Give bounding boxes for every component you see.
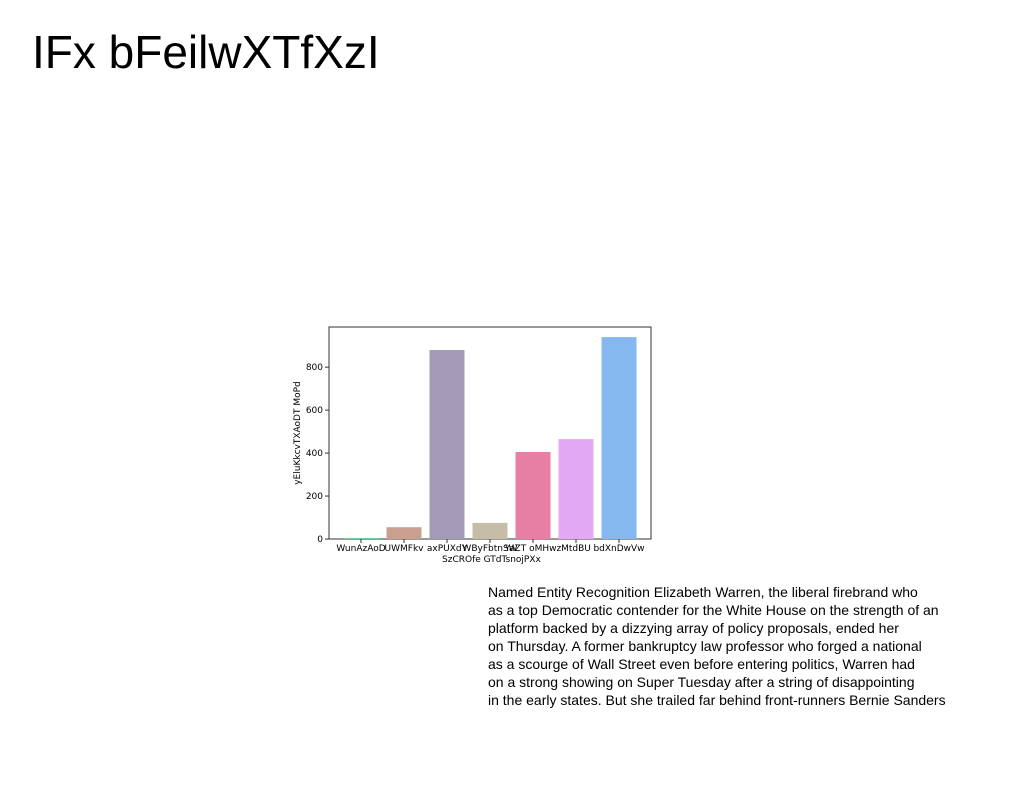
bar [558, 439, 594, 539]
y-tick-label: 0 [317, 535, 323, 545]
x-tick-label: axPUXdY [427, 544, 468, 554]
paragraph-line: as a scourge of Wall Street even before … [488, 656, 915, 672]
y-axis-label: yEluKkcvTXAoDT MoPd [293, 381, 303, 484]
bar [343, 537, 379, 539]
x-tick-label: bdXnDwVw [593, 544, 644, 554]
bar [515, 452, 551, 539]
y-tick-label: 600 [306, 406, 323, 416]
x-tick-label: YaZT oMHwz [504, 544, 562, 554]
bar [601, 337, 637, 539]
paragraph-line: as a top Democratic contender for the Wh… [488, 602, 939, 618]
bar [429, 349, 465, 539]
y-tick-label: 400 [306, 449, 323, 459]
y-tick-label: 200 [306, 492, 323, 502]
page-title: IFx bFeilwXTfXzI [32, 26, 380, 78]
bar [472, 522, 508, 539]
bar [386, 527, 422, 539]
paragraph-line: Named Entity Recognition Elizabeth Warre… [488, 584, 918, 600]
y-tick-label: 800 [306, 363, 323, 373]
x-tick-label: WunAzAoD [336, 544, 385, 554]
paragraph-line: on Thursday. A former bankruptcy law pro… [488, 638, 922, 654]
paragraph-line: in the early states. But she trailed far… [488, 692, 946, 708]
x-tick-label: MtdBU [561, 544, 591, 554]
x-tick-label: WByFbtnSW SzCROfe GTdTsnojPXx [439, 544, 541, 565]
paragraph-line: platform backed by a dizzying array of p… [488, 620, 899, 636]
paragraph-line: on a strong showing on Super Tuesday aft… [488, 674, 915, 690]
x-tick-label: UWMFkv [385, 544, 425, 554]
